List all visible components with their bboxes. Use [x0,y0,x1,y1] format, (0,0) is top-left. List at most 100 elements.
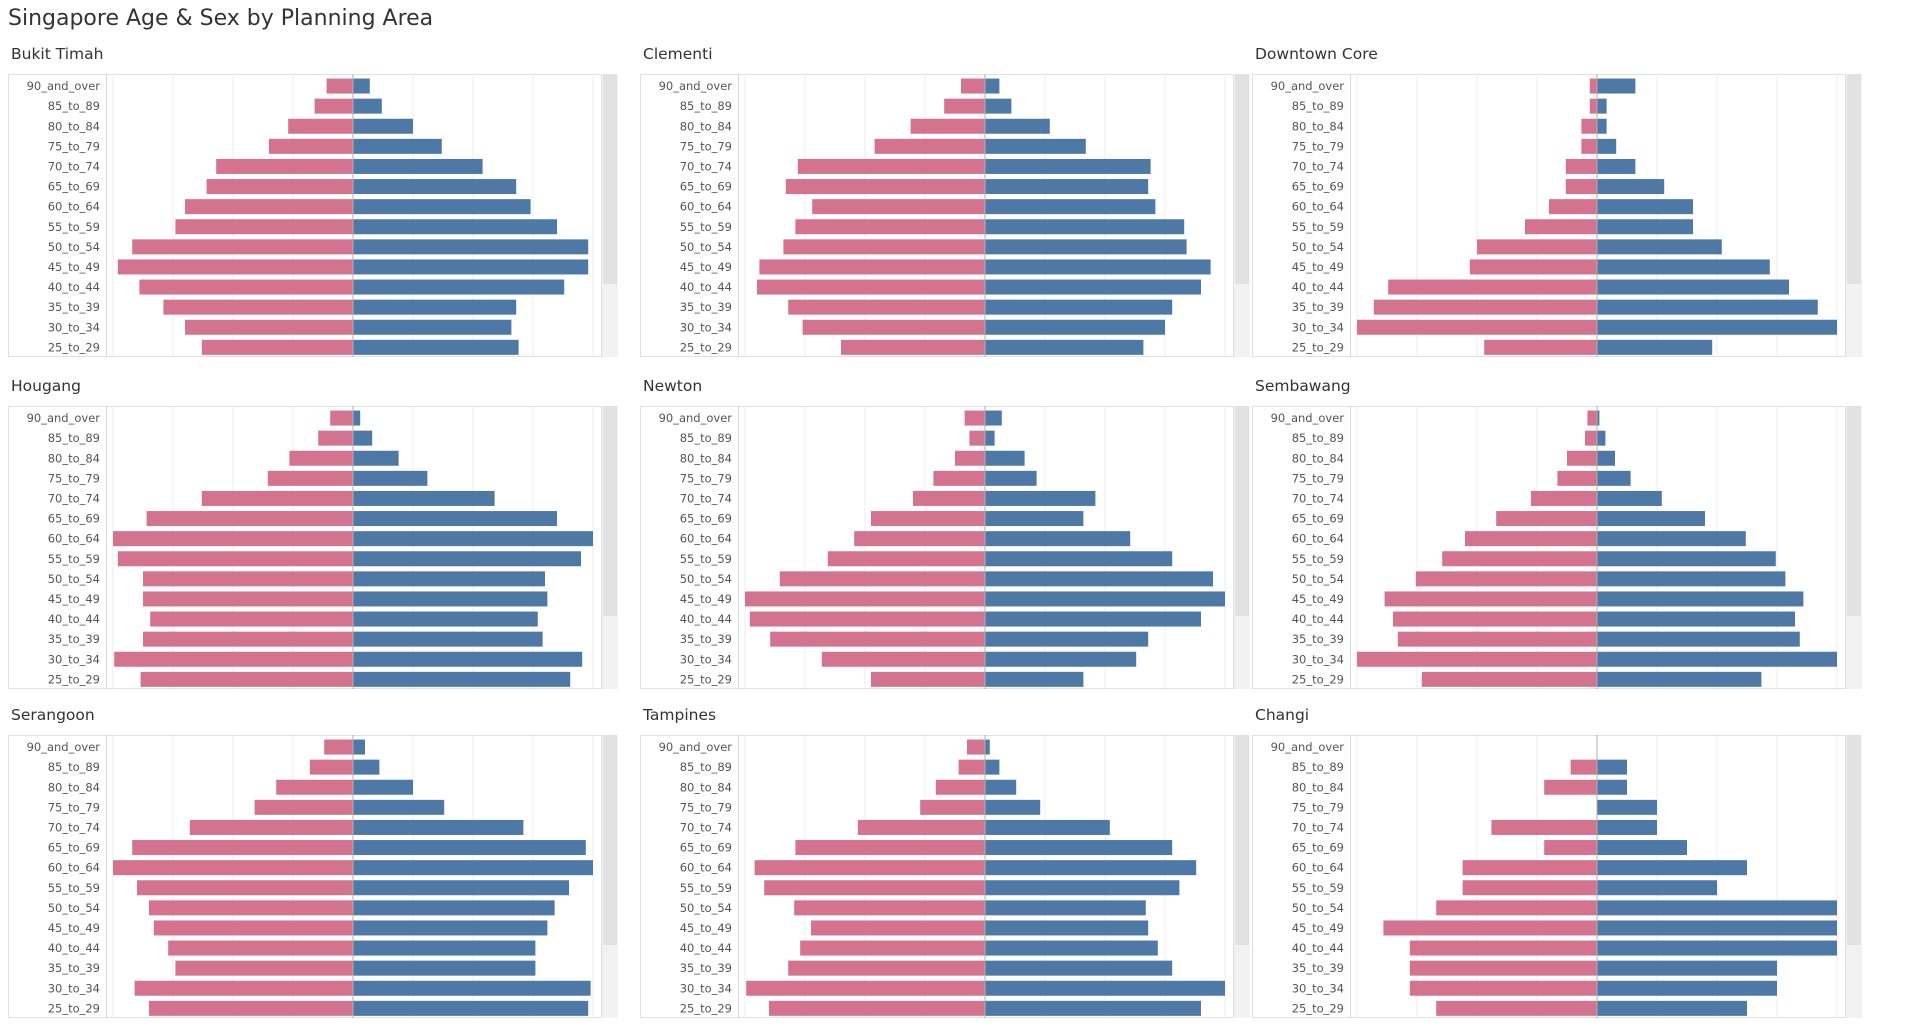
male-bar[interactable] [353,739,365,755]
female-bar[interactable] [113,531,353,547]
male-bar[interactable] [353,1000,589,1016]
female-bar[interactable] [309,759,353,775]
female-bar[interactable] [1544,840,1597,856]
male-bar[interactable] [985,199,1156,215]
male-bar[interactable] [353,118,413,134]
male-bar[interactable] [1597,611,1795,627]
male-bar[interactable] [985,450,1025,466]
male-bar[interactable] [1597,470,1631,486]
male-bar[interactable] [985,98,1012,114]
female-bar[interactable] [757,279,985,295]
male-bar[interactable] [985,511,1084,527]
male-bar[interactable] [353,158,483,174]
female-bar[interactable] [961,78,985,94]
male-bar[interactable] [353,611,538,627]
male-bar[interactable] [985,410,1002,426]
female-bar[interactable] [910,118,985,134]
female-bar[interactable] [1393,611,1597,627]
female-bar[interactable] [1587,410,1597,426]
female-bar[interactable] [745,591,985,607]
female-bar[interactable] [189,819,353,835]
male-bar[interactable] [985,490,1096,506]
female-bar[interactable] [324,739,353,755]
male-bar[interactable] [985,799,1041,815]
female-bar[interactable] [143,571,353,587]
male-bar[interactable] [985,158,1151,174]
female-bar[interactable] [168,940,353,956]
female-bar[interactable] [920,799,985,815]
female-bar[interactable] [1415,571,1597,587]
male-bar[interactable] [353,430,373,446]
chart-scrollbar[interactable] [1846,406,1862,689]
male-bar[interactable] [353,78,370,94]
male-bar[interactable] [985,138,1086,154]
female-bar[interactable] [764,880,985,896]
female-bar[interactable] [1462,880,1597,896]
male-bar[interactable] [353,279,565,295]
female-bar[interactable] [1565,158,1597,174]
female-bar[interactable] [1436,900,1597,916]
male-bar[interactable] [353,651,583,667]
male-bar[interactable] [985,591,1225,607]
male-bar[interactable] [1597,299,1818,315]
male-bar[interactable] [1597,631,1800,647]
male-bar[interactable] [353,840,586,856]
male-bar[interactable] [353,179,517,195]
male-bar[interactable] [1597,860,1747,876]
female-bar[interactable] [185,319,353,335]
male-bar[interactable] [985,631,1149,647]
female-bar[interactable] [289,450,353,466]
male-bar[interactable] [985,779,1017,795]
male-bar[interactable] [353,571,545,587]
female-bar[interactable] [958,759,985,775]
male-bar[interactable] [1597,900,1837,916]
male-bar[interactable] [985,78,1000,94]
female-bar[interactable] [113,860,353,876]
female-bar[interactable] [797,158,985,174]
male-bar[interactable] [353,219,557,235]
female-bar[interactable] [132,840,353,856]
male-bar[interactable] [985,739,990,755]
female-bar[interactable] [1357,319,1597,335]
female-bar[interactable] [788,960,985,976]
female-bar[interactable] [794,900,985,916]
female-bar[interactable] [874,138,985,154]
male-bar[interactable] [985,960,1173,976]
male-bar[interactable] [1597,239,1722,255]
male-bar[interactable] [985,259,1211,275]
female-bar[interactable] [1469,259,1597,275]
scroll-thumb[interactable] [1847,735,1861,945]
male-bar[interactable] [353,259,589,275]
male-bar[interactable] [985,118,1050,134]
male-bar[interactable] [353,631,543,647]
male-bar[interactable] [985,840,1173,856]
scroll-thumb[interactable] [603,406,617,616]
male-bar[interactable] [1597,920,1837,936]
scroll-thumb[interactable] [1847,74,1861,284]
female-bar[interactable] [1589,78,1597,94]
female-bar[interactable] [143,631,353,647]
male-bar[interactable] [353,551,581,567]
male-bar[interactable] [985,319,1165,335]
male-bar[interactable] [353,470,428,486]
male-bar[interactable] [1597,98,1607,114]
female-bar[interactable] [175,960,353,976]
female-bar[interactable] [811,920,985,936]
female-bar[interactable] [149,900,353,916]
female-bar[interactable] [871,671,985,687]
male-bar[interactable] [1597,980,1777,996]
female-bar[interactable] [749,611,985,627]
male-bar[interactable] [1597,571,1786,587]
female-bar[interactable] [770,631,985,647]
female-bar[interactable] [1525,219,1597,235]
female-bar[interactable] [201,339,353,355]
female-bar[interactable] [1384,591,1597,607]
female-bar[interactable] [812,199,985,215]
female-bar[interactable] [139,279,353,295]
male-bar[interactable] [353,880,569,896]
male-bar[interactable] [985,531,1131,547]
male-bar[interactable] [353,671,571,687]
male-bar[interactable] [1597,78,1636,94]
female-bar[interactable] [140,671,353,687]
female-bar[interactable] [149,1000,353,1016]
